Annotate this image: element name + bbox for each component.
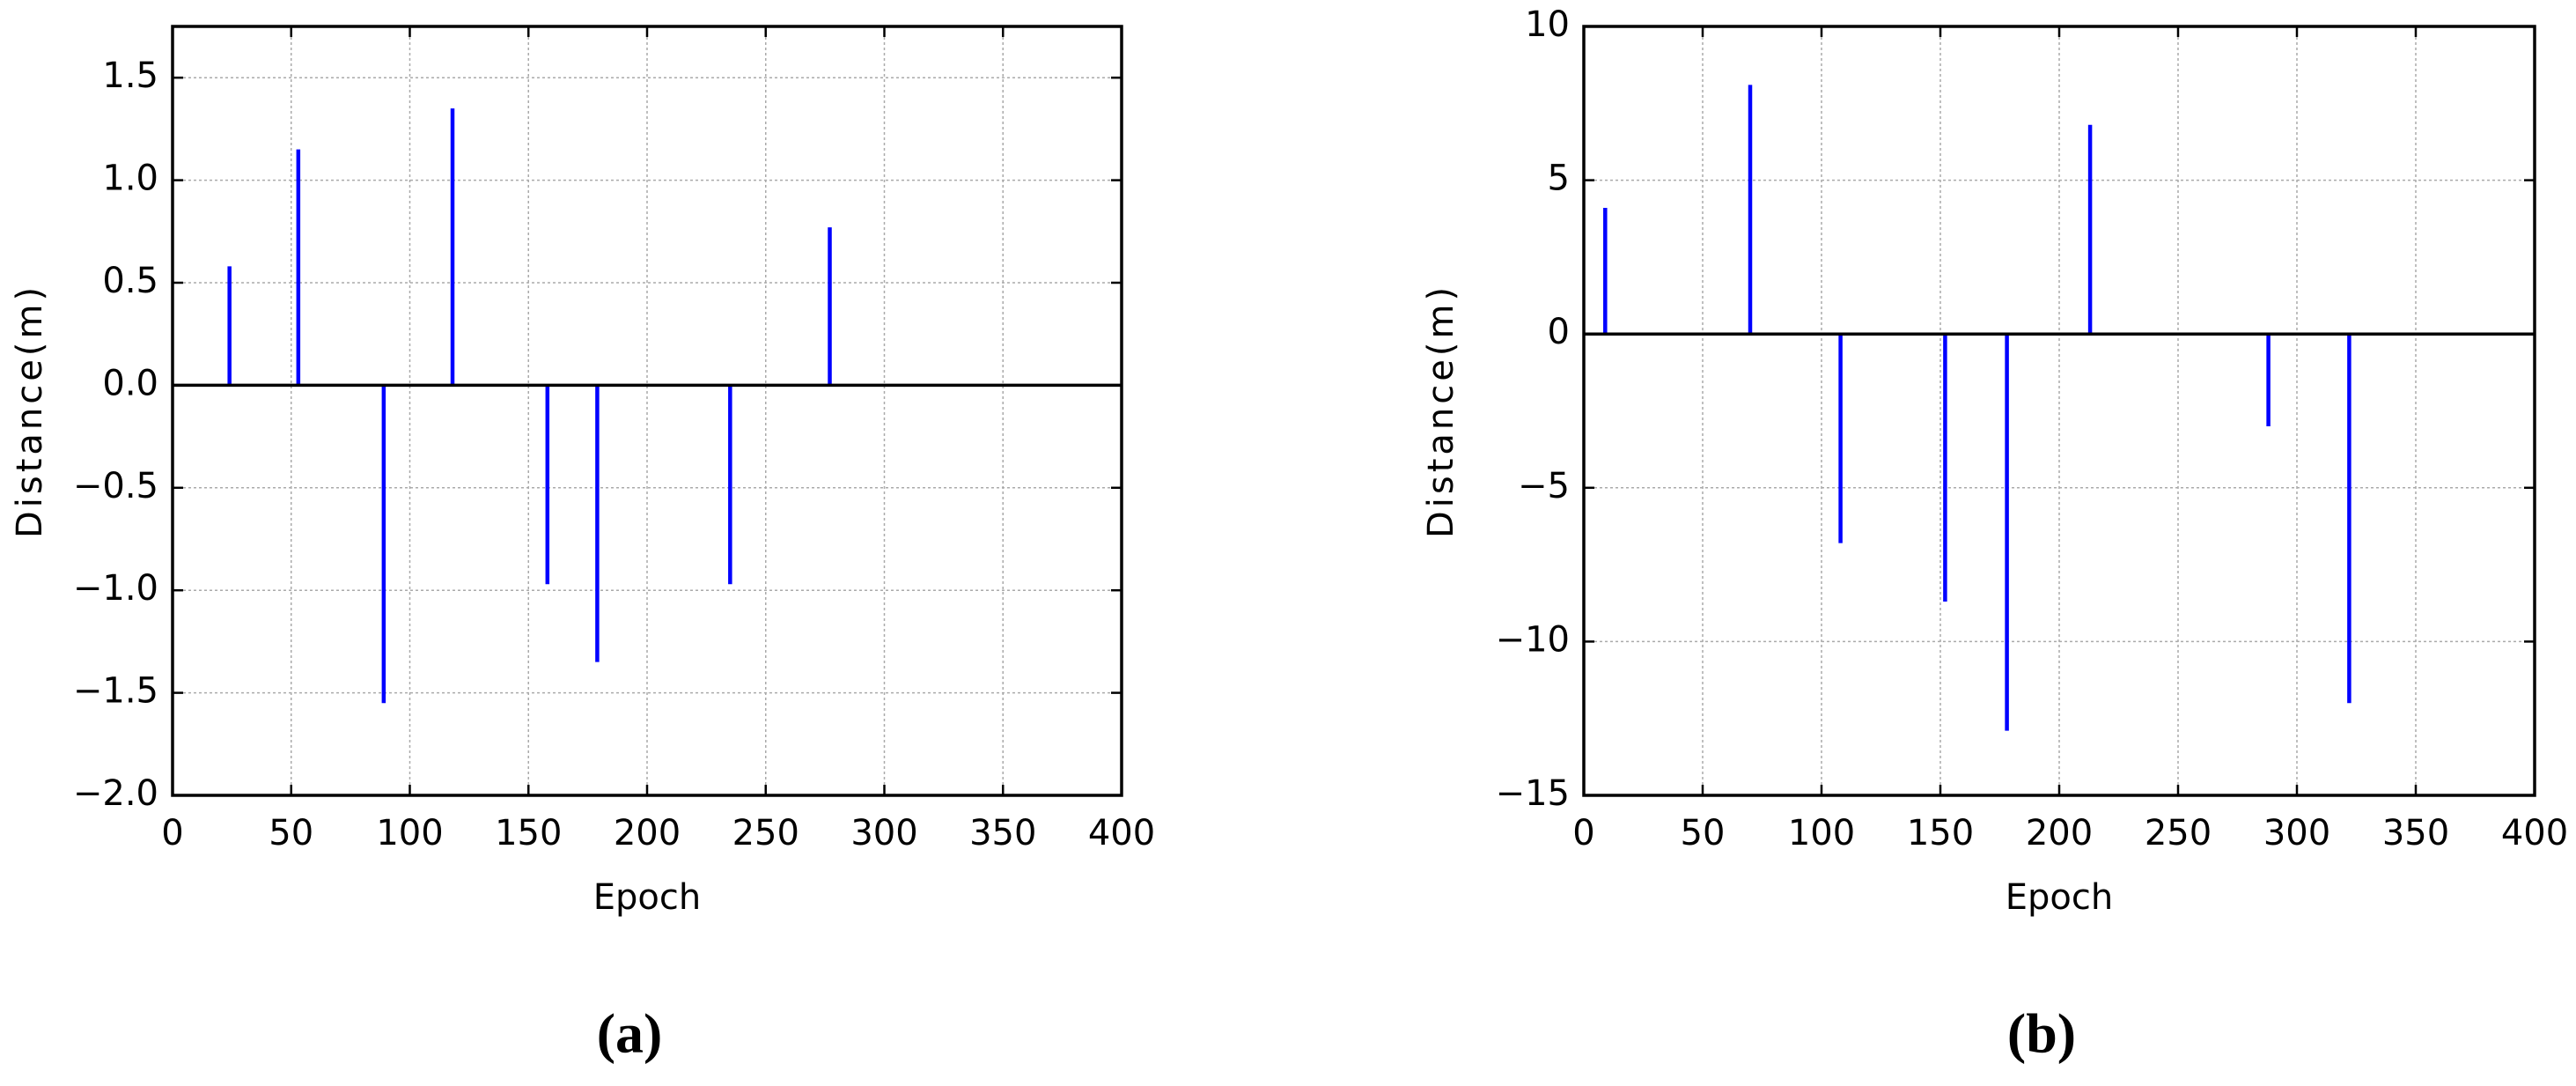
y-tick-label: −0.5 (73, 466, 158, 506)
x-tick-label: 350 (2382, 813, 2449, 853)
y-tick-label: 0.0 (102, 363, 158, 403)
plot-frame (1582, 25, 2536, 797)
x-tick-label: 400 (1088, 813, 1155, 853)
y-axis-label: Distance(m) (1421, 284, 1461, 538)
y-tick-label: 1.0 (102, 159, 158, 199)
caption: (a) (597, 1002, 663, 1065)
caption: (b) (2007, 1002, 2076, 1065)
x-axis-label: Epoch (593, 877, 701, 918)
x-tick-label: 400 (2501, 813, 2568, 853)
y-tick-label: −10 (1496, 619, 1570, 660)
x-tick-label: 250 (2145, 813, 2212, 853)
x-tick-label: 150 (1907, 813, 1974, 853)
x-tick-label: 350 (969, 813, 1036, 853)
x-tick-label: 250 (732, 813, 799, 853)
x-tick-label: 300 (2263, 813, 2330, 853)
y-tick-label: −1.5 (73, 671, 158, 712)
x-tick-label: 100 (1788, 813, 1855, 853)
x-tick-label: 100 (376, 813, 443, 853)
x-tick-label: 0 (1572, 813, 1594, 853)
y-tick-label: 5 (1548, 159, 1570, 199)
y-tick-label: 10 (1525, 4, 1570, 45)
x-axis-label: Epoch (2006, 877, 2113, 918)
y-tick-label: 0.5 (102, 261, 158, 301)
y-tick-label: −5 (1518, 466, 1570, 506)
x-tick-label: 200 (2026, 813, 2093, 853)
y-axis-label: Distance(m) (10, 284, 50, 538)
x-tick-label: 200 (614, 813, 681, 853)
y-tick-label: 0 (1548, 312, 1570, 352)
x-tick-label: 150 (495, 813, 562, 853)
y-tick-label: −15 (1496, 773, 1570, 814)
x-tick-label: 300 (850, 813, 917, 853)
y-tick-label: −1.0 (73, 568, 158, 609)
plot-frame (171, 25, 1123, 797)
x-tick-label: 0 (161, 813, 183, 853)
y-tick-label: −2.0 (73, 773, 158, 814)
y-tick-label: 1.5 (102, 55, 158, 96)
x-tick-label: 50 (269, 813, 313, 853)
x-tick-label: 50 (1681, 813, 1726, 853)
